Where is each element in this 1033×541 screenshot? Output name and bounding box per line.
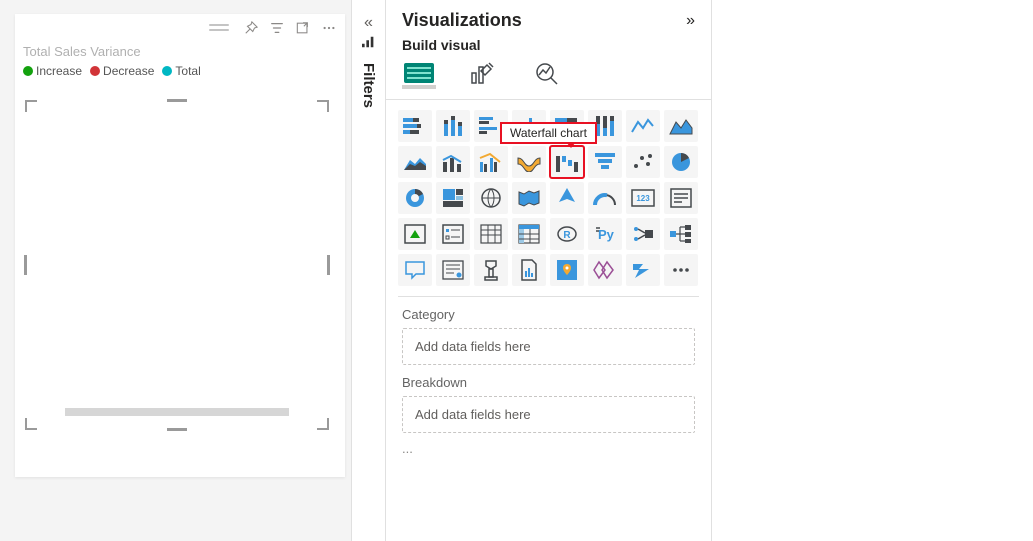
canvas-card: Total Sales Variance Increase Decrease T… — [15, 14, 345, 477]
field-well-category[interactable]: Add data fields here — [402, 328, 695, 365]
map-icon[interactable] — [474, 182, 508, 214]
report-canvas: Total Sales Variance Increase Decrease T… — [0, 0, 352, 541]
resize-handle-bl[interactable] — [25, 418, 37, 430]
waterfall-tooltip: Waterfall chart — [500, 122, 597, 144]
format-visual-tab[interactable] — [466, 61, 500, 89]
get-more-visuals-icon[interactable] — [664, 254, 698, 286]
legend-item-decrease: Decrease — [90, 64, 154, 78]
viz-pane-title: Visualizations — [402, 10, 522, 31]
more-fields-indicator: ... — [386, 433, 711, 464]
viz-pane-header: Visualizations » — [386, 0, 711, 35]
area-chart-icon[interactable] — [664, 110, 698, 142]
field-label-category: Category — [402, 307, 695, 322]
power-automate-icon[interactable] — [626, 254, 660, 286]
donut-chart-icon[interactable] — [398, 182, 432, 214]
funnel-chart-icon[interactable] — [588, 146, 622, 178]
legend-item-total: Total — [162, 64, 200, 78]
legend-dot-total — [162, 66, 172, 76]
resize-handle-tl[interactable] — [25, 100, 37, 112]
multi-row-card-icon[interactable] — [664, 182, 698, 214]
r-visual-icon[interactable]: R — [550, 218, 584, 250]
legend-label-total: Total — [175, 64, 200, 78]
resize-handle-right[interactable] — [327, 255, 330, 275]
goals-icon[interactable] — [474, 254, 508, 286]
legend-label-increase: Increase — [36, 64, 82, 78]
more-options-icon[interactable] — [321, 20, 337, 36]
pin-icon[interactable] — [243, 20, 259, 36]
legend-dot-decrease — [90, 66, 100, 76]
analytics-tab[interactable] — [530, 61, 564, 89]
line-stacked-column-icon[interactable] — [436, 146, 470, 178]
visual-legend: Increase Decrease Total — [23, 64, 201, 78]
placeholder-bar — [65, 408, 289, 416]
legend-label-decrease: Decrease — [103, 64, 154, 78]
ribbon-chart-icon[interactable] — [512, 146, 546, 178]
stacked-area-chart-icon[interactable] — [398, 146, 432, 178]
viz-mode-tabs — [386, 61, 711, 99]
svg-text:Py: Py — [598, 227, 615, 242]
qa-visual-icon[interactable] — [398, 254, 432, 286]
filters-label[interactable]: Filters — [360, 63, 377, 108]
viz-type-grid: Waterfall chart 123 R Py — [386, 110, 711, 286]
waterfall-chart-icon[interactable]: Waterfall chart — [550, 146, 584, 178]
expand-filters-icon[interactable]: « — [364, 14, 373, 32]
smart-narrative-icon[interactable] — [436, 254, 470, 286]
field-section-category: Category Add data fields here — [386, 297, 711, 365]
visual-header-toolbar — [209, 20, 337, 36]
viz-pane-subtitle: Build visual — [386, 35, 711, 61]
line-clustered-column-icon[interactable] — [474, 146, 508, 178]
kpi-icon[interactable] — [398, 218, 432, 250]
table-icon[interactable] — [474, 218, 508, 250]
decomposition-tree-icon[interactable] — [664, 218, 698, 250]
resize-handle-tr[interactable] — [317, 100, 329, 112]
legend-dot-increase — [23, 66, 33, 76]
resize-handle-top[interactable] — [167, 99, 187, 102]
power-apps-icon[interactable] — [588, 254, 622, 286]
svg-text:123: 123 — [636, 194, 650, 203]
resize-handle-left[interactable] — [24, 255, 27, 275]
stacked-bar-chart-icon[interactable] — [398, 110, 432, 142]
treemap-icon[interactable] — [436, 182, 470, 214]
python-visual-icon[interactable]: Py — [588, 218, 622, 250]
card-icon[interactable]: 123 — [626, 182, 660, 214]
resize-handle-bottom[interactable] — [167, 428, 187, 431]
field-well-breakdown[interactable]: Add data fields here — [402, 396, 695, 433]
filter-lines-icon[interactable] — [269, 20, 285, 36]
resize-handle-br[interactable] — [317, 418, 329, 430]
drag-handle-icon[interactable] — [209, 24, 229, 32]
collapse-viz-icon[interactable]: » — [686, 12, 695, 30]
build-visual-tab[interactable] — [402, 61, 436, 89]
gauge-icon[interactable] — [588, 182, 622, 214]
field-label-breakdown: Breakdown — [402, 375, 695, 390]
divider — [386, 99, 711, 100]
slicer-icon[interactable] — [436, 218, 470, 250]
line-chart-icon[interactable] — [626, 110, 660, 142]
legend-item-increase: Increase — [23, 64, 82, 78]
svg-text:R: R — [563, 230, 571, 241]
key-influencers-icon[interactable] — [626, 218, 660, 250]
visual-title: Total Sales Variance — [23, 44, 141, 59]
empty-area — [712, 0, 1033, 541]
matrix-icon[interactable] — [512, 218, 546, 250]
pie-chart-icon[interactable] — [664, 146, 698, 178]
visualizations-pane: Visualizations » Build visual Waterfall … — [386, 0, 712, 541]
visual-selection-frame[interactable] — [25, 100, 329, 430]
stacked-column-chart-icon[interactable] — [436, 110, 470, 142]
focus-mode-icon[interactable] — [295, 20, 311, 36]
scatter-chart-icon[interactable] — [626, 146, 660, 178]
azure-map-icon[interactable] — [550, 182, 584, 214]
field-section-breakdown: Breakdown Add data fields here — [386, 365, 711, 433]
paginated-report-icon[interactable] — [512, 254, 546, 286]
filled-map-icon[interactable] — [512, 182, 546, 214]
filters-mini-icon — [362, 36, 376, 51]
arcgis-map-icon[interactable] — [550, 254, 584, 286]
filters-pane-collapsed: « Filters — [352, 0, 386, 541]
